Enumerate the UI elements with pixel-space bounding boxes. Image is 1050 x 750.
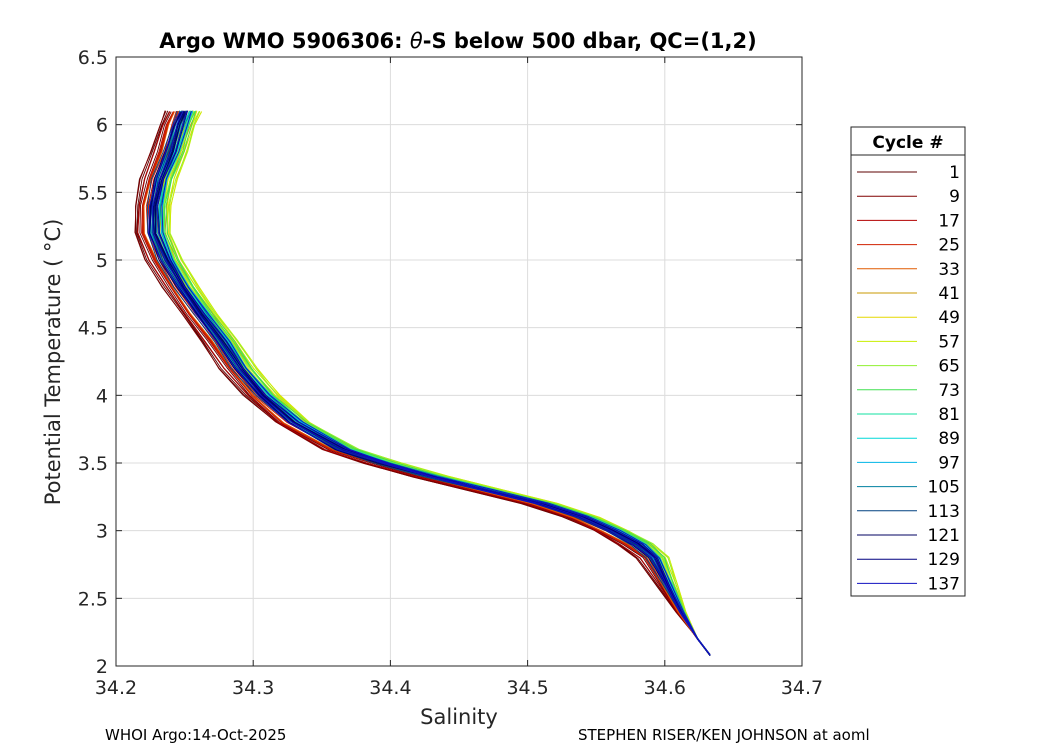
legend-label-129: 129 xyxy=(928,550,960,570)
footer-left: WHOI Argo:14-Oct-2025 xyxy=(105,726,286,744)
legend-label-1: 1 xyxy=(949,163,960,183)
y-tick-label: 5 xyxy=(96,250,108,272)
legend-title: Cycle # xyxy=(872,133,943,153)
footer-right: STEPHEN RISER/KEN JOHNSON at aoml xyxy=(578,726,870,744)
chart-title: Argo WMO 5906306: θ-S below 500 dbar, QC… xyxy=(159,29,756,53)
legend-label-17: 17 xyxy=(938,211,960,231)
profile-line-cycle-73 xyxy=(165,110,711,656)
y-tick-label: 2 xyxy=(96,656,108,678)
legend-label-105: 105 xyxy=(928,478,960,498)
y-tick-label: 6 xyxy=(96,115,108,137)
profile-line-cycle-137 xyxy=(151,110,711,656)
profile-line-cycle-65 xyxy=(168,110,711,656)
legend-label-89: 89 xyxy=(938,429,960,449)
legend: Cycle # 1 9 17 25 33 41 49 57 65 73 81 89 97 105 113 12… xyxy=(850,126,966,597)
legend-label-137: 137 xyxy=(928,574,960,594)
x-tick-label: 34.7 xyxy=(781,677,823,699)
profile-line-cycle-137 xyxy=(156,110,711,655)
grid-lines xyxy=(115,56,803,667)
x-tick-label: 34.4 xyxy=(369,677,411,699)
legend-label-33: 33 xyxy=(938,260,960,280)
legend-label-113: 113 xyxy=(928,502,960,522)
profile-line-cycle-17 xyxy=(137,111,711,656)
y-tick-label: 5.5 xyxy=(78,182,108,204)
y-tick-label: 3 xyxy=(96,521,108,543)
legend-label-121: 121 xyxy=(928,526,960,546)
legend-label-9: 9 xyxy=(949,187,960,207)
profile-curves xyxy=(134,110,711,656)
x-tick-label: 34.5 xyxy=(506,677,548,699)
y-tick-label: 4 xyxy=(96,385,108,407)
axis-ticks: 34.2 34.3 34.4 34.5 34.6 34.7 2 2.5 3 3.5 4 4.5 5 5.5… xyxy=(78,47,823,699)
profile-line-cycle-33 xyxy=(143,111,711,656)
plot-frame xyxy=(115,56,803,667)
legend-box xyxy=(850,126,966,597)
profile-line-cycle-129 xyxy=(157,110,711,655)
y-tick-label: 3.5 xyxy=(78,453,108,475)
legend-label-73: 73 xyxy=(938,381,960,401)
y-axis-label: Potential Temperature ( °C) xyxy=(41,219,65,506)
legend-label-57: 57 xyxy=(938,332,960,352)
x-tick-label: 34.3 xyxy=(232,677,274,699)
legend-label-49: 49 xyxy=(938,308,960,328)
profile-line-cycle-137 xyxy=(161,110,711,656)
x-axis-label: Salinity xyxy=(420,705,498,729)
legend-label-97: 97 xyxy=(938,453,960,473)
y-tick-label: 2.5 xyxy=(78,588,108,610)
legend-label-25: 25 xyxy=(938,236,960,256)
x-tick-label: 34.2 xyxy=(95,677,137,699)
legend-label-41: 41 xyxy=(938,284,960,304)
y-tick-label: 4.5 xyxy=(78,318,108,340)
profile-line-cycle-137 xyxy=(148,111,711,656)
profile-line-cycle-121 xyxy=(154,110,711,656)
x-tick-label: 34.6 xyxy=(644,677,686,699)
legend-entries: 1 9 17 25 33 41 49 57 65 73 81 89 97 105 113 121 129 137 xyxy=(857,163,960,594)
profile-line-cycle-1 xyxy=(139,111,711,656)
legend-label-65: 65 xyxy=(938,357,960,377)
profile-line-cycle-9 xyxy=(134,110,711,656)
profile-line-cycle-113 xyxy=(147,110,711,656)
y-tick-label: 6.5 xyxy=(78,47,108,69)
legend-label-81: 81 xyxy=(938,405,960,425)
profile-line-cycle-129 xyxy=(152,110,711,656)
